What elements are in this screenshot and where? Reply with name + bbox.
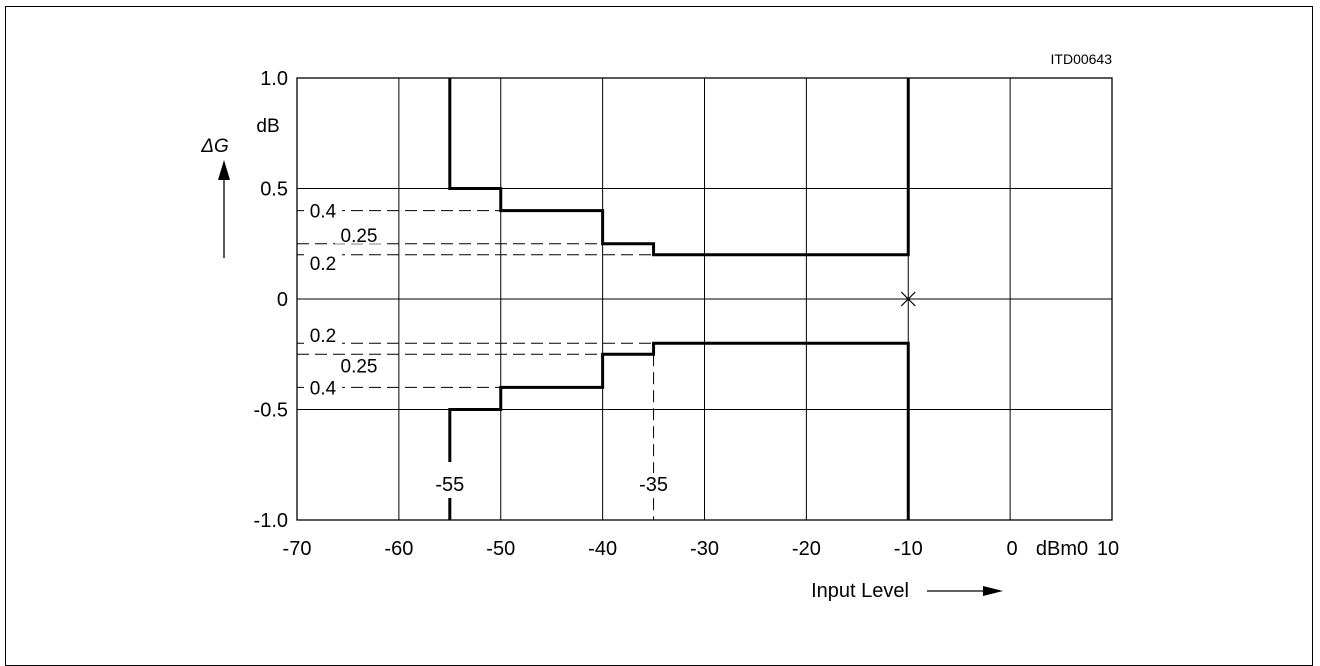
h-reference-label: 0.4 [310,378,337,399]
tick-labels: -70 -60 -50 -40 -30 -20 -10 0 10 1.0 0.5 0 -0.5 -1.0 [254,68,1120,560]
h-reference-label: 0.25 [341,356,378,377]
x-tick-label: -50 [486,538,515,560]
grid [296,77,1113,521]
h-reference-label-bg [304,201,342,220]
h-reference-label-bg [304,326,342,345]
y-tick-label: 1.0 [260,68,288,90]
x-tick-label: 10 [1097,538,1119,560]
h-reference-label: 0.2 [310,254,336,275]
h-reference-label: 0.25 [341,226,378,247]
x-tick-label: -30 [690,538,719,560]
series-group: -55 [431,78,916,520]
x-tick-label: 0 [1006,538,1017,560]
y-tick-label: 0.5 [260,179,288,201]
v-reference-label: -35 [639,474,668,496]
x-tick-label: -70 [283,538,312,560]
gain-tracking-chart: 0.40.250.20.20.250.4-35-55 -55 ITD00643 … [200,51,1120,602]
x-tick-label: -20 [792,538,821,560]
lower-limit-line [448,341,910,520]
h-reference-label-bg [304,253,342,272]
upper-limit-line [448,78,910,257]
chart-id-label: ITD00643 [1051,51,1113,67]
x-unit-label: dBm0 [1036,538,1088,560]
y-tick-label: -0.5 [254,400,288,422]
y-axis-label: ΔG [200,136,229,157]
v-reference-label-bg [635,473,672,497]
h-reference-label-bg [335,225,383,244]
h-reference-label-bg [304,378,342,397]
h-reference-label: 0.2 [310,326,336,347]
v-label-gap [431,462,468,498]
x-tick-label: -10 [894,538,923,560]
x-axis-arrowhead-icon [983,586,1003,596]
x-tick-label: -60 [384,538,413,560]
v-reference-label: -55 [435,474,464,496]
labels: ITD00643 ΔG dB dBm0 Input Level [200,51,1112,602]
x-axis-label: Input Level [811,580,909,602]
y-tick-label: 0 [277,289,288,311]
h-reference-label-bg [335,356,383,375]
x-tick-label: -40 [588,538,617,560]
reference-lines: 0.40.250.20.20.250.4-35-55 [297,201,672,520]
y-axis-arrowhead-icon [218,160,230,180]
h-reference-label: 0.4 [310,202,337,223]
y-unit-label: dB [256,116,279,137]
origin-marker [900,291,916,307]
y-tick-label: -1.0 [254,510,288,532]
